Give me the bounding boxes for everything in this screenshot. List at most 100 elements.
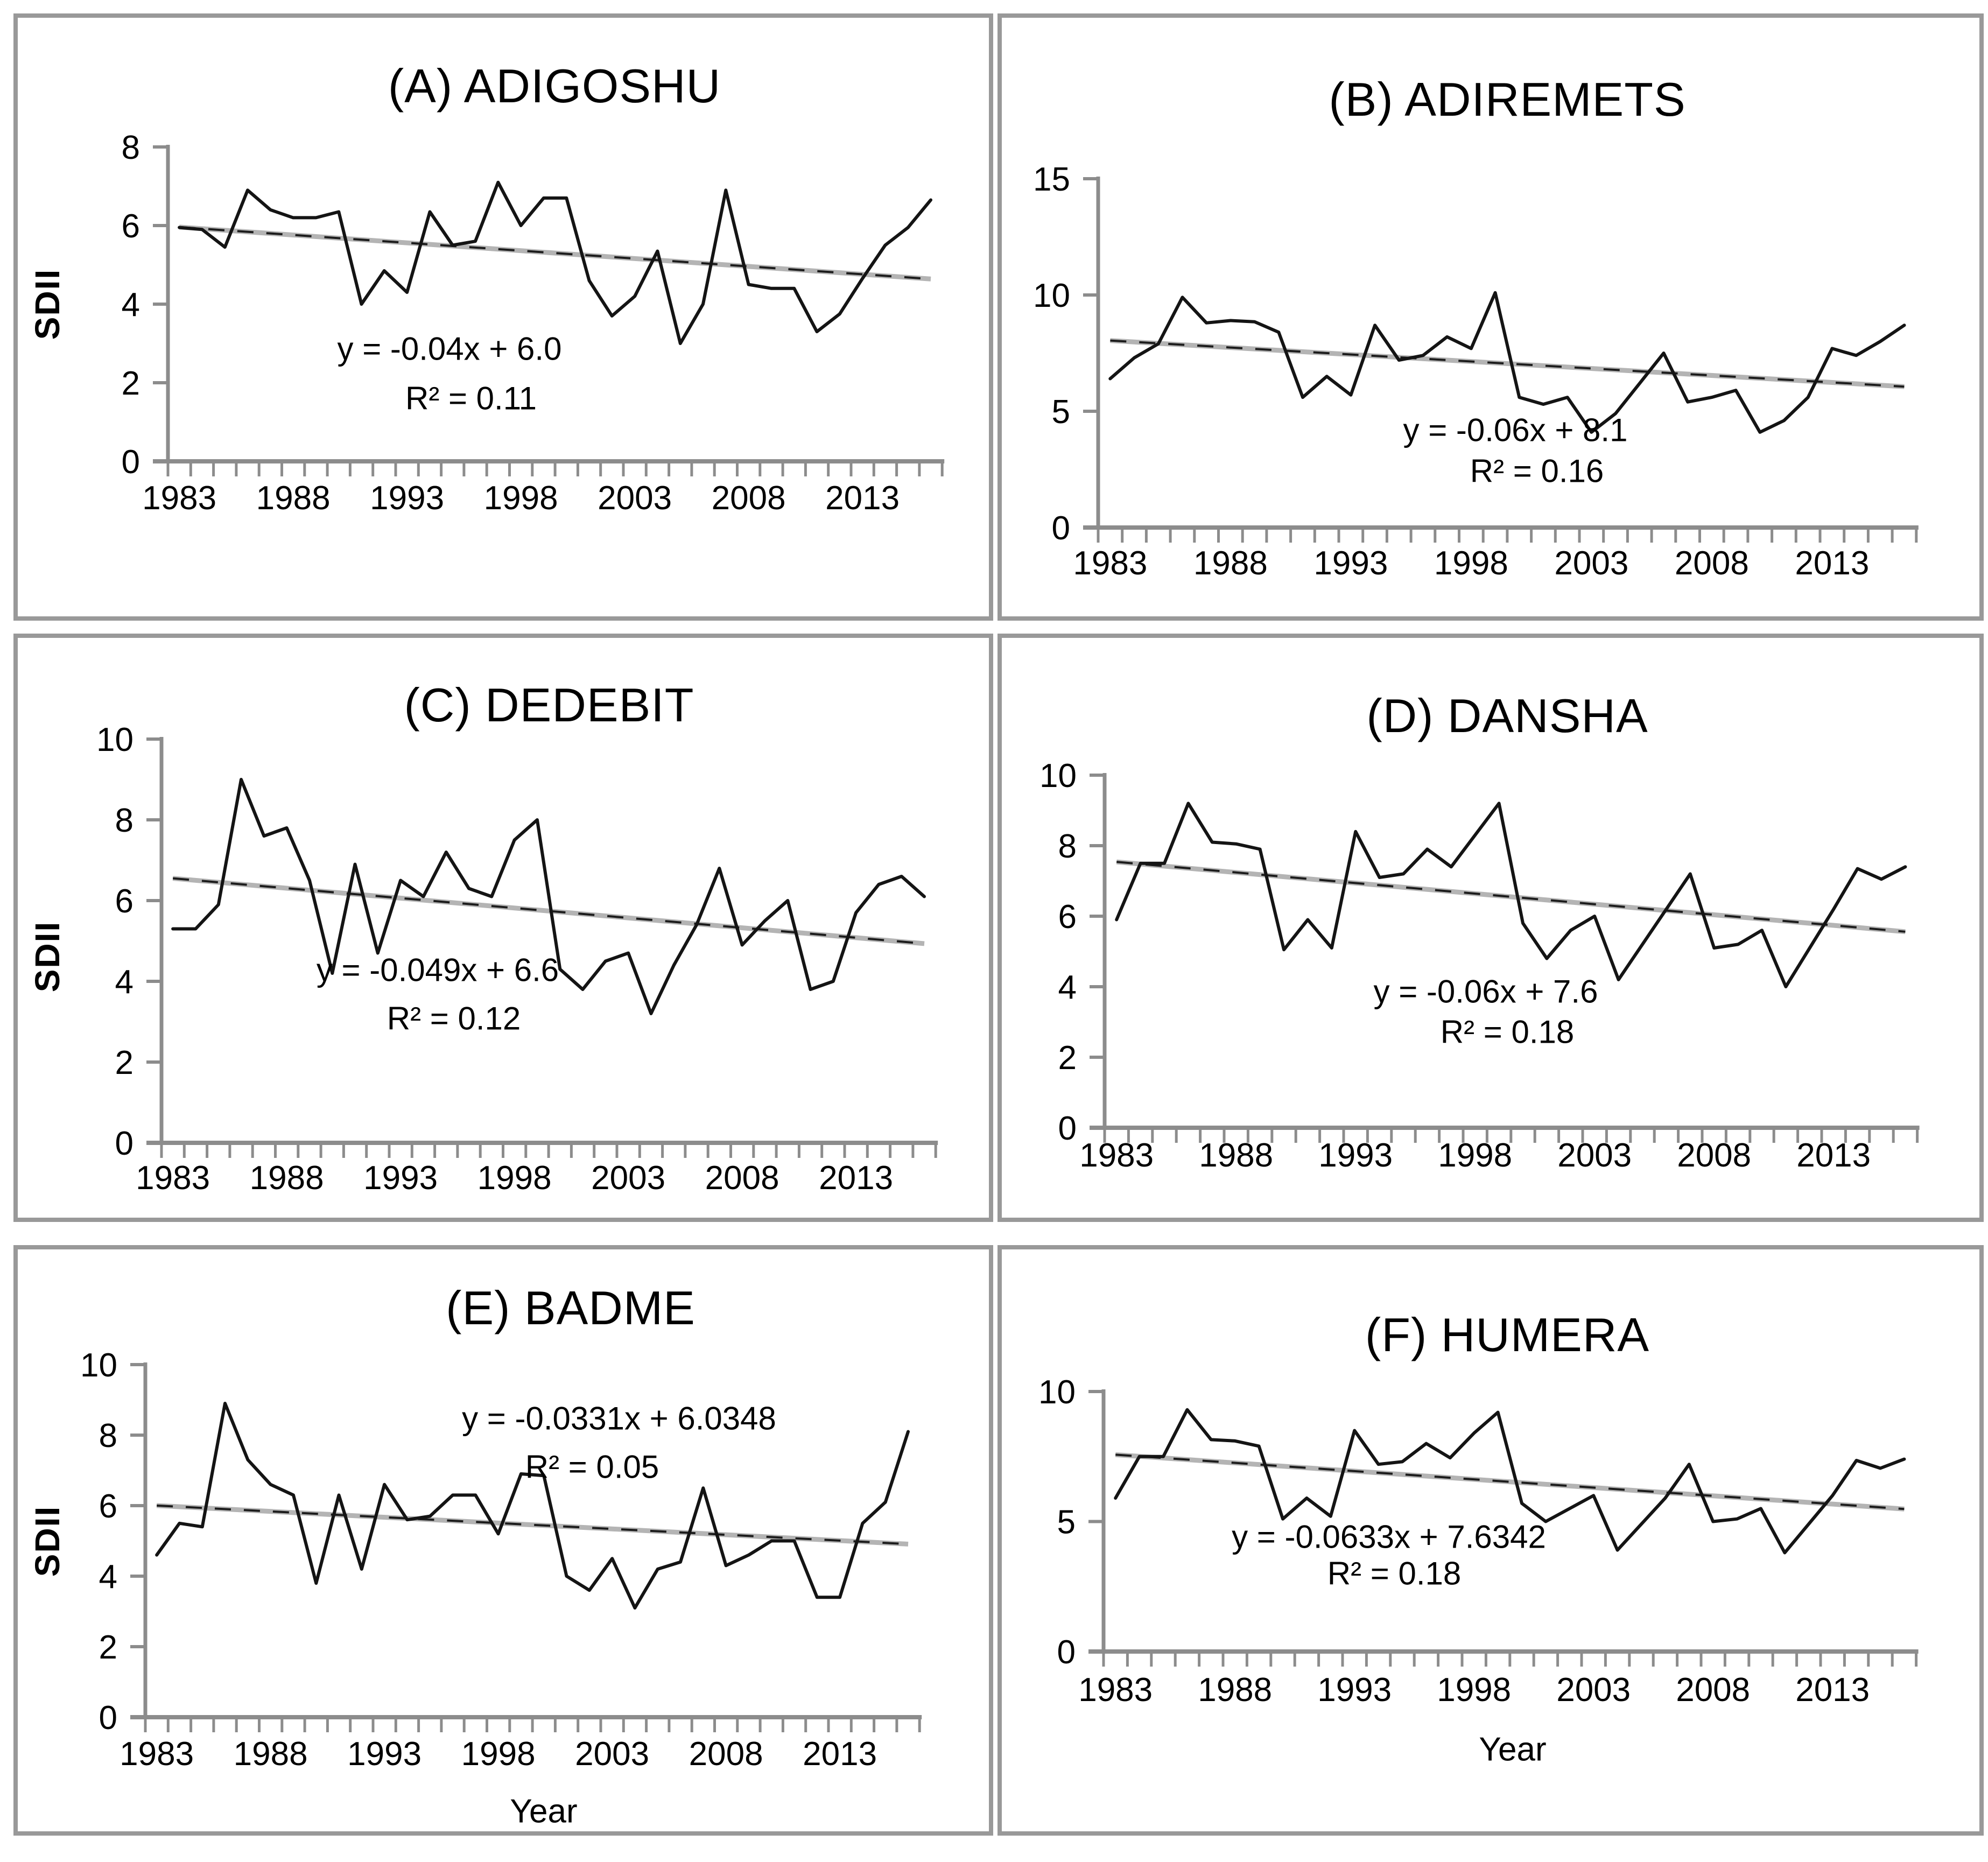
chart-adigoshu-canvas: 0 2 4 6 8 1983 1988 1993 1998 2003 2008 2013 xyxy=(122,129,945,517)
y-tick-label: 4 xyxy=(115,964,134,1001)
y-axis: 0 2 4 6 8 10 xyxy=(96,721,164,1162)
y-axis-title: SDII xyxy=(28,268,67,340)
chart-title: (F) HUMERA xyxy=(1365,1308,1650,1361)
trend-line xyxy=(179,224,931,282)
x-tick-label: 1983 xyxy=(142,480,216,517)
x-tick-label: 2003 xyxy=(1554,545,1628,582)
trend-equation: y = -0.04x + 6.0 xyxy=(337,331,562,367)
x-tick-label: 2013 xyxy=(803,1735,877,1773)
y-tick-label: 15 xyxy=(1033,161,1070,198)
y-axis: 0 2 4 6 8 xyxy=(122,129,170,481)
y-tick-label: 0 xyxy=(115,1125,134,1162)
y-tick-label: 10 xyxy=(1038,1374,1076,1411)
panel-adigoshu: 0 2 4 6 8 1983 1988 1993 1998 2003 2008 2013 (A) AD… xyxy=(13,13,993,621)
chart-title: (E) BADME xyxy=(446,1281,696,1334)
y-tick-label: 2 xyxy=(99,1629,117,1666)
trend-equation: y = -0.0331x + 6.0348 xyxy=(462,1400,776,1437)
series-line xyxy=(171,778,926,1015)
x-tick-label: 2008 xyxy=(712,480,786,517)
x-tick-label: 1983 xyxy=(136,1160,210,1197)
y-tick-label: 2 xyxy=(122,365,140,402)
y-tick-label: 6 xyxy=(115,883,134,920)
chart-dedebit-canvas: 0 2 4 6 8 10 1983 1988 1993 1998 2003 2008 2013 xyxy=(96,721,938,1197)
x-tick-label: 1993 xyxy=(370,480,444,517)
y-axis: 0 2 4 6 8 10 xyxy=(1039,757,1107,1147)
trend-line xyxy=(1116,859,1906,934)
x-tick-label: 2013 xyxy=(1795,1671,1870,1709)
x-tick-label: 1998 xyxy=(1434,545,1508,582)
x-tick-label: 1993 xyxy=(363,1160,438,1197)
x-tick-label: 1988 xyxy=(1199,1137,1273,1174)
x-axis: 1983 1988 1993 1998 2003 2008 2013 xyxy=(1079,1126,1920,1174)
y-tick-label: 6 xyxy=(122,208,140,245)
x-tick-label: 1988 xyxy=(256,480,331,517)
y-tick-label: 4 xyxy=(99,1558,117,1596)
y-axis: 0 5 10 15 xyxy=(1033,161,1100,547)
x-tick-label: 2013 xyxy=(819,1160,893,1197)
y-tick-label: 8 xyxy=(1058,828,1077,865)
x-tick-label: 1998 xyxy=(461,1735,536,1773)
x-tick-label: 2008 xyxy=(1676,1671,1750,1709)
x-axis: 1983 1988 1993 1998 2003 2008 2013 xyxy=(1078,1649,1919,1709)
chart-adiremets-canvas: 0 5 10 15 1983 1988 1993 1998 2003 2008 2013 xyxy=(1033,161,1919,582)
series-line xyxy=(1114,1408,1906,1555)
trend-line xyxy=(1110,338,1905,389)
x-axis: 1983 1988 1993 1998 2003 2008 2013 xyxy=(142,459,945,517)
y-tick-label: 5 xyxy=(1052,394,1070,431)
x-tick-label: 1993 xyxy=(1317,1671,1392,1709)
x-tick-label: 1988 xyxy=(250,1160,324,1197)
panel-dedebit: 0 2 4 6 8 10 1983 1988 1993 1998 2003 2008 2013 (C) … xyxy=(13,634,993,1222)
panel-dansha: 0 2 4 6 8 10 1983 1988 1993 1998 2003 2008 2013 (D) … xyxy=(997,634,1984,1222)
y-axis: 0 5 10 xyxy=(1038,1374,1106,1671)
series-line xyxy=(155,1402,910,1610)
y-tick-label: 0 xyxy=(1058,1110,1077,1147)
x-axis-title: Year xyxy=(510,1793,578,1830)
x-tick-label: 2013 xyxy=(825,480,900,517)
y-axis-title: SDII xyxy=(28,1505,67,1577)
y-axis-title: SDII xyxy=(28,921,67,993)
x-tick-label: 1998 xyxy=(477,1160,552,1197)
y-tick-label: 0 xyxy=(122,444,140,481)
x-axis: 1983 1988 1993 1998 2003 2008 2013 xyxy=(120,1715,922,1773)
x-axis: 1983 1988 1993 1998 2003 2008 2013 xyxy=(1073,525,1919,582)
x-tick-label: 1988 xyxy=(234,1735,308,1773)
series-line xyxy=(178,180,932,345)
x-tick-label: 1988 xyxy=(1193,545,1268,582)
chart-humera-canvas: 0 5 10 1983 1988 1993 1998 2003 2008 2013 xyxy=(1038,1374,1919,1709)
x-axis: 1983 1988 1993 1998 2003 2008 2013 xyxy=(136,1141,938,1197)
chart-title: (D) DANSHA xyxy=(1366,689,1648,742)
y-tick-label: 6 xyxy=(99,1488,117,1525)
x-tick-label: 2008 xyxy=(689,1735,763,1773)
x-tick-label: 2008 xyxy=(705,1160,779,1197)
y-tick-label: 10 xyxy=(1033,277,1070,314)
trend-r-squared: R² = 0.11 xyxy=(405,380,537,417)
trend-r-squared: R² = 0.05 xyxy=(525,1449,659,1485)
trend-r-squared: R² = 0.16 xyxy=(1470,453,1604,489)
x-tick-label: 1983 xyxy=(1073,545,1147,582)
x-tick-label: 1983 xyxy=(120,1735,194,1773)
x-tick-label: 1998 xyxy=(484,480,558,517)
y-tick-label: 10 xyxy=(1039,757,1077,795)
trend-r-squared: R² = 0.18 xyxy=(1327,1555,1462,1592)
panel-adiremets: 0 5 10 15 1983 1988 1993 1998 2003 2008 2013 (B) A… xyxy=(997,13,1984,621)
x-tick-label: 2003 xyxy=(1557,1137,1632,1174)
trend-line xyxy=(156,1503,909,1547)
y-tick-label: 2 xyxy=(1058,1039,1077,1077)
trend-line xyxy=(172,876,925,946)
x-tick-label: 1988 xyxy=(1198,1671,1272,1709)
trend-equation: y = -0.06x + 8.1 xyxy=(1403,412,1628,448)
series-line xyxy=(1108,291,1906,434)
y-tick-label: 10 xyxy=(80,1347,117,1384)
y-tick-label: 0 xyxy=(1052,510,1070,547)
x-tick-label: 1993 xyxy=(1313,545,1388,582)
trend-r-squared: R² = 0.12 xyxy=(387,1000,521,1037)
y-tick-label: 0 xyxy=(99,1699,117,1737)
x-tick-label: 1983 xyxy=(1079,1137,1154,1174)
chart-dansha-canvas: 0 2 4 6 8 10 1983 1988 1993 1998 2003 2008 2013 xyxy=(1039,757,1920,1174)
y-tick-label: 4 xyxy=(1058,969,1077,1006)
x-tick-label: 2008 xyxy=(1675,545,1749,582)
chart-title: (A) ADIGOSHU xyxy=(388,59,721,113)
x-tick-label: 2003 xyxy=(598,480,672,517)
x-tick-label: 2003 xyxy=(575,1735,649,1773)
y-tick-label: 8 xyxy=(99,1417,117,1455)
